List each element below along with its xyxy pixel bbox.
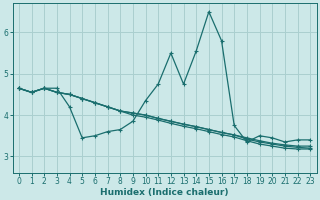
X-axis label: Humidex (Indice chaleur): Humidex (Indice chaleur) (100, 188, 229, 197)
